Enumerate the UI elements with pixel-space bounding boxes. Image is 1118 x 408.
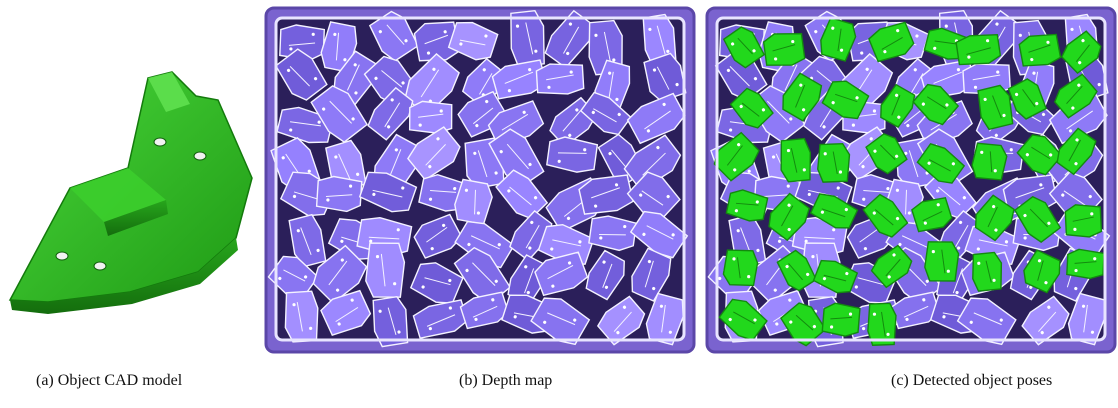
detected-pose bbox=[725, 189, 769, 222]
depth-part bbox=[537, 223, 595, 265]
depth-part bbox=[546, 136, 599, 173]
detected-pose bbox=[870, 244, 913, 289]
depth-part bbox=[454, 220, 515, 269]
detected-pose bbox=[821, 80, 870, 120]
depth-part bbox=[645, 292, 684, 346]
depth-parts-layer bbox=[267, 9, 689, 348]
depth-map-image bbox=[264, 6, 696, 354]
depth-part bbox=[320, 21, 358, 73]
caption-b: (b) Depth map bbox=[459, 372, 553, 389]
detected-pose bbox=[722, 249, 759, 287]
detected-pose bbox=[911, 196, 953, 233]
detected-pose bbox=[821, 302, 861, 337]
detected-pose bbox=[880, 83, 916, 129]
detected-pose bbox=[768, 192, 811, 242]
depth-part bbox=[585, 249, 625, 301]
depth-part bbox=[358, 171, 418, 213]
detected-pose bbox=[1007, 78, 1048, 120]
depth-part bbox=[288, 213, 327, 268]
detected-pose bbox=[729, 87, 774, 129]
detected-pose bbox=[776, 249, 818, 292]
pose-overlay-layer bbox=[713, 16, 1105, 347]
detected-pose bbox=[1060, 30, 1102, 75]
depth-part bbox=[1021, 295, 1070, 346]
depth-part bbox=[629, 210, 689, 259]
depth-part bbox=[495, 169, 549, 220]
detected-pose bbox=[1016, 134, 1063, 176]
depth-part bbox=[407, 126, 461, 181]
detected-pose bbox=[780, 302, 827, 347]
detected-pose bbox=[722, 26, 766, 69]
detected-pose bbox=[924, 241, 960, 282]
detected-poses-image bbox=[705, 6, 1117, 354]
caption-c: (c) Detected object poses bbox=[891, 372, 1053, 389]
detected-pose bbox=[782, 72, 823, 122]
detected-pose bbox=[762, 32, 806, 66]
cad-model-image bbox=[8, 71, 253, 314]
caption-a: (a) Object CAD model bbox=[36, 372, 183, 389]
depth-part bbox=[409, 262, 464, 304]
detected-pose bbox=[868, 21, 915, 63]
detected-pose bbox=[971, 142, 1008, 181]
depth-part bbox=[412, 299, 469, 340]
detected-pose bbox=[1014, 195, 1062, 243]
depth-part bbox=[956, 297, 1017, 346]
depth-part bbox=[447, 21, 499, 61]
depth-part bbox=[284, 290, 319, 343]
depth-part bbox=[588, 19, 623, 76]
depth-part bbox=[413, 21, 460, 62]
depth-part bbox=[320, 289, 372, 336]
detected-pose bbox=[972, 251, 1003, 292]
panel-depth-map: (b) Depth map bbox=[262, 0, 700, 389]
depth-part bbox=[535, 63, 585, 95]
detected-pose bbox=[1064, 204, 1103, 238]
detected-pose bbox=[809, 193, 859, 229]
depth-part bbox=[315, 175, 363, 213]
depth-part bbox=[459, 291, 510, 330]
detected-pose bbox=[1066, 248, 1105, 280]
detected-pose bbox=[780, 137, 812, 183]
depth-part bbox=[626, 171, 681, 221]
depth-part bbox=[626, 92, 686, 145]
detected-pose bbox=[916, 142, 966, 184]
detected-pose bbox=[812, 259, 859, 294]
depth-part bbox=[365, 242, 406, 298]
depth-part bbox=[368, 10, 419, 62]
depth-part bbox=[367, 86, 414, 141]
detected-pose bbox=[817, 142, 851, 183]
detected-pose bbox=[1056, 127, 1097, 176]
depth-part bbox=[491, 59, 548, 100]
detected-pose bbox=[912, 83, 960, 126]
depth-part bbox=[454, 178, 493, 226]
depth-part bbox=[530, 297, 591, 346]
detected-pose bbox=[974, 194, 1015, 242]
detected-pose bbox=[865, 133, 908, 175]
depth-part bbox=[596, 295, 646, 346]
detected-pose bbox=[955, 33, 1002, 66]
depth-part bbox=[631, 247, 672, 302]
depth-part bbox=[274, 48, 328, 101]
detected-pose bbox=[1018, 33, 1062, 67]
depth-part bbox=[643, 52, 687, 102]
detected-pose bbox=[867, 302, 897, 346]
detected-pose bbox=[977, 84, 1014, 131]
depth-part bbox=[534, 251, 589, 297]
detected-pose bbox=[1053, 73, 1098, 119]
detected-pose bbox=[862, 193, 909, 238]
detected-pose bbox=[1023, 249, 1061, 294]
depth-part bbox=[372, 295, 409, 348]
panel-cad-model: (a) Object CAD model bbox=[0, 0, 258, 389]
panel-detected-poses: (c) Detected object poses bbox=[705, 0, 1118, 389]
depth-part bbox=[408, 100, 453, 134]
